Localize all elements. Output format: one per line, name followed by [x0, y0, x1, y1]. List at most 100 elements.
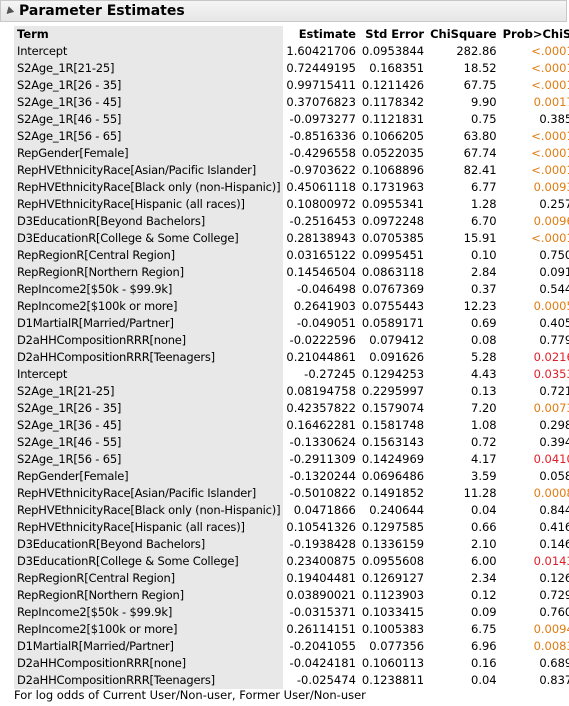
table-row[interactable]: RepGender[Female] -0.4296558 0.0522035 67.7… [14, 145, 569, 162]
chisquare-cell: 6.77 [471, 180, 497, 194]
table-row[interactable]: RepIncome2[$100k or more] 0.2641903 0.0755… [14, 298, 569, 315]
table-row[interactable]: RepIncome2[$50k - $99.9k] -0.0315371 0.103… [14, 604, 569, 621]
table-row[interactable]: D1MartialR[Married/Partner] -0.2041055 0.0… [14, 638, 569, 655]
table-row[interactable]: RepHVEthnicityRace[Black only (non-Hispa… [14, 179, 569, 196]
std-error-cell: 0.1424969 [361, 452, 425, 466]
prob-chisq-cell: 0.0216* [533, 350, 569, 364]
std-error-cell: 0.1297585 [361, 520, 425, 534]
term-cell: RepHVEthnicityRace[Asian/Pacific Islande… [14, 485, 284, 502]
chisquare-cell: 82.41 [463, 163, 497, 177]
table-row[interactable]: RepGender[Female] -0.1320244 0.0696486 3.59… [14, 468, 569, 485]
estimate-cell: 0.16462281 [286, 418, 356, 432]
term-cell: RepRegionR[Central Region] [14, 247, 284, 264]
prob-chisq-cell: 0.7792 [539, 333, 569, 347]
chisquare-cell: 6.75 [471, 622, 497, 636]
table-row[interactable]: S2Age_1R[26 - 35] 0.42357822 0.1579074 7.20… [14, 400, 569, 417]
prob-chisq-cell: 0.0143* [533, 554, 569, 568]
table-row[interactable]: RepIncome2[$50k - $99.9k] -0.046498 0.0767… [14, 281, 569, 298]
chisquare-cell: 282.86 [456, 44, 497, 58]
table-row[interactable]: RepIncome2[$100k or more] 0.26114151 0.100… [14, 621, 569, 638]
term-cell: D2aHHCompositionRRR[Teenagers] [14, 672, 284, 689]
estimate-cell: -0.8516336 [289, 129, 356, 143]
table-row[interactable]: D2aHHCompositionRRR[none] -0.0424181 0.106… [14, 655, 569, 672]
estimate-cell: 0.72449195 [286, 61, 356, 75]
std-error-cell: 0.0705385 [361, 231, 425, 245]
std-error-cell: 0.1238811 [361, 673, 425, 687]
table-row[interactable]: D3EducationR[Beyond Bachelors] -0.1938428… [14, 536, 569, 553]
table-row[interactable]: D2aHHCompositionRRR[Teenagers] 0.21044861… [14, 349, 569, 366]
table-row[interactable]: RepHVEthnicityRace[Black only (non-Hispa… [14, 502, 569, 519]
std-error-cell: 0.091626 [369, 350, 425, 364]
chisquare-cell: 0.08 [471, 333, 497, 347]
table-row[interactable]: RepHVEthnicityRace[Asian/Pacific Islande… [14, 485, 569, 502]
chisquare-cell: 3.59 [471, 469, 497, 483]
estimate-cell: -0.0315371 [289, 605, 356, 619]
table-row[interactable]: RepRegionR[Central Region] 0.03165122 0.09… [14, 247, 569, 264]
table-row[interactable]: D3EducationR[Beyond Bachelors] -0.2516453… [14, 213, 569, 230]
table-row[interactable]: D3EducationR[College & Some College] 0.23… [14, 553, 569, 570]
column-header-prob-chisq[interactable]: Prob>ChiSq [502, 27, 569, 41]
table-row[interactable]: S2Age_1R[26 - 35] 0.99715411 0.1211426 67.7… [14, 77, 569, 94]
std-error-cell: 0.1066205 [361, 129, 425, 143]
table-row[interactable]: S2Age_1R[46 - 55] -0.0973277 0.1121831 0.75… [14, 111, 569, 128]
estimate-cell: 0.10541326 [286, 520, 356, 534]
std-error-cell: 0.2295997 [361, 384, 425, 398]
prob-chisq-cell: <.0001* [531, 44, 569, 58]
table-row[interactable]: RepRegionR[Central Region] 0.19404481 0.12… [14, 570, 569, 587]
table-row[interactable]: RepHVEthnicityRace[Hispanic (all races)]… [14, 196, 569, 213]
table-row[interactable]: D2aHHCompositionRRR[none] -0.0222596 0.079… [14, 332, 569, 349]
parameter-estimates-outline-header[interactable]: Parameter Estimates [0, 0, 567, 22]
estimate-cell: 0.0471866 [293, 503, 356, 517]
table-body: Intercept1.604217060.0953844282.86<.0001… [14, 43, 569, 689]
table-row[interactable]: S2Age_1R[56 - 65] -0.2911309 0.1424969 4.17… [14, 451, 569, 468]
table-row[interactable]: RepHVEthnicityRace[Asian/Pacific Islande… [14, 162, 569, 179]
std-error-cell: 0.1269127 [361, 571, 425, 585]
table-row[interactable]: D1MartialR[Married/Partner] -0.049051 0.05… [14, 315, 569, 332]
term-cell: S2Age_1R[56 - 65] [14, 128, 284, 145]
chisquare-cell: 6.70 [471, 214, 497, 228]
estimate-cell: 0.23400875 [286, 554, 356, 568]
std-error-cell: 0.1731963 [361, 180, 425, 194]
column-header-std-error[interactable]: Std Error [365, 27, 425, 41]
table-footnote: For log odds of Current User/Non-user, F… [14, 688, 366, 702]
term-cell: RepRegionR[Northern Region] [14, 587, 284, 604]
chisquare-cell: 6.00 [471, 554, 497, 568]
estimate-cell: 0.19404481 [286, 571, 356, 585]
column-header-term[interactable]: Term [14, 26, 284, 43]
table-row[interactable]: Intercept -0.27245 0.1294253 4.43 0.0353* [14, 366, 569, 383]
term-cell: RepHVEthnicityRace[Asian/Pacific Islande… [14, 162, 284, 179]
table-row[interactable]: D3EducationR[College & Some College] 0.28… [14, 230, 569, 247]
estimate-cell: -0.0973277 [289, 112, 356, 126]
table-row[interactable]: RepHVEthnicityRace[Hispanic (all races)]… [14, 519, 569, 536]
term-cell: Intercept [14, 43, 284, 60]
table-row[interactable]: RepRegionR[Northern Region] 0.14546504 0.0… [14, 264, 569, 281]
term-cell: S2Age_1R[36 - 45] [14, 94, 284, 111]
disclosure-triangle-icon[interactable] [3, 5, 15, 17]
std-error-cell: 0.0755443 [361, 299, 425, 313]
estimate-cell: -0.0424181 [289, 656, 356, 670]
chisquare-cell: 1.28 [471, 197, 497, 211]
table-row[interactable]: RepRegionR[Northern Region] 0.03890021 0.1… [14, 587, 569, 604]
table-row[interactable]: S2Age_1R[21-25] 0.08194758 0.2295997 0.13 0.… [14, 383, 569, 400]
prob-chisq-cell: 0.4166 [539, 520, 569, 534]
table-row[interactable]: S2Age_1R[36 - 45] 0.16462281 0.1581748 1.08… [14, 417, 569, 434]
term-cell: D2aHHCompositionRRR[Teenagers] [14, 349, 284, 366]
table-row[interactable]: S2Age_1R[36 - 45] 0.37076823 0.1178342 9.90… [14, 94, 569, 111]
table-row[interactable]: D2aHHCompositionRRR[Teenagers] -0.025474 0… [14, 672, 569, 689]
term-cell: RepIncome2[$100k or more] [14, 298, 284, 315]
term-cell: RepHVEthnicityRace[Hispanic (all races)] [14, 196, 284, 213]
prob-chisq-cell: 0.3946 [539, 435, 569, 449]
column-header-chisquare[interactable]: ChiSquare [430, 27, 497, 41]
estimate-cell: -0.0222596 [289, 333, 356, 347]
table-row[interactable]: S2Age_1R[21-25] 0.72449195 0.168351 18.52 <.… [14, 60, 569, 77]
std-error-cell: 0.0995451 [361, 248, 425, 262]
prob-chisq-cell: 0.0083* [533, 639, 569, 653]
table-row[interactable]: S2Age_1R[46 - 55] -0.1330624 0.1563143 0.72… [14, 434, 569, 451]
table-row[interactable]: S2Age_1R[56 - 65] -0.8516336 0.1066205 63.8… [14, 128, 569, 145]
prob-chisq-cell: 0.0919 [539, 265, 569, 279]
prob-chisq-cell: 0.1469 [539, 537, 569, 551]
prob-chisq-cell: 0.0005* [533, 299, 569, 313]
term-cell: RepHVEthnicityRace[Black only (non-Hispa… [14, 502, 284, 519]
column-header-estimate[interactable]: Estimate [298, 27, 356, 41]
